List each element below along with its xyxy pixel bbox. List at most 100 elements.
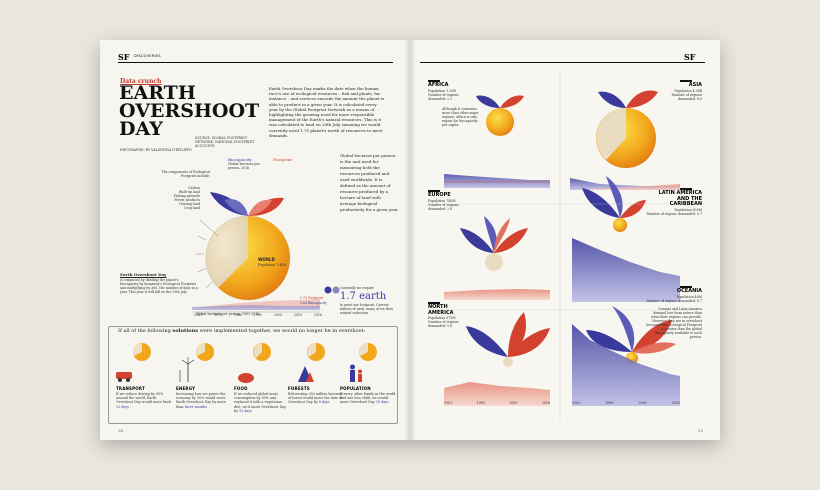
solution-title: TRANSPORT (116, 386, 145, 391)
year-tick: 2000 (509, 401, 518, 405)
region-north-america: NORTH AMERICA Population 579M Number of … (428, 304, 548, 328)
solution-title: POPULATION (340, 386, 371, 391)
year-tick: 1961 (444, 401, 453, 405)
solutions-heading-post: were implemented together, we would no l… (199, 328, 366, 334)
region-name: NORTH AMERICA (428, 304, 454, 316)
north-america-graphic (444, 312, 550, 406)
africa-graphic (444, 95, 550, 188)
asia-graphic (570, 90, 680, 190)
region-bar (680, 286, 692, 288)
axis-oceania: 1961 1980 2000 2016 (572, 401, 680, 405)
regions-graphics (430, 70, 700, 420)
header-rule-right (420, 62, 705, 63)
region-bar (428, 190, 440, 192)
solutions-icons (116, 343, 377, 383)
solution-food: FOOD If we reduced global meat consumpti… (234, 386, 290, 413)
oceania-graphic (572, 306, 680, 406)
leaf-red-2 (248, 199, 272, 216)
solution-text: If every other family in the world had o… (340, 392, 396, 405)
region-africa: AFRICA Population 1.20B Number of region… (428, 82, 548, 127)
solution-text: If we reduced global meat consumption by… (234, 392, 287, 413)
earth-icon (324, 286, 340, 294)
biocapacity-value: 1.63 Biocapacity (300, 301, 327, 305)
timeline-chart (192, 299, 320, 313)
legend-biocapacity-sub: Global hectares per person, 2016 (228, 162, 260, 170)
year-tick: 2016 (313, 313, 322, 317)
region-bar (680, 188, 692, 190)
need-suffix: to meet our footprint. Current inflows o… (340, 303, 394, 315)
solution-text: Reforesting 350 million hectares of fore… (288, 392, 343, 405)
population-icon (350, 343, 377, 382)
energy-icon (179, 343, 214, 382)
title-line-3: DAY (119, 118, 163, 140)
region-name: EUROPE (428, 192, 451, 198)
legend-item-fishing: Fishing grounds (173, 194, 200, 198)
leaf-blue-2 (224, 198, 248, 216)
kicker: Data crunch (120, 78, 162, 85)
solution-forests: FORESTS Reforesting 350 million hectares… (288, 386, 344, 405)
credit: INFOGRAPHIC BY VALENTINA D'EFILIPPO (120, 148, 192, 152)
magazine-logo-right: SF (684, 52, 696, 62)
intro-text: Earth Overshoot Day marks the date when … (269, 86, 385, 138)
world-fruit-graphic (196, 192, 291, 301)
solution-text: If we reduce driving by 50% around the w… (116, 392, 171, 409)
region-bar (680, 80, 692, 82)
eod-text: is computed by dividing the planet's bio… (120, 278, 198, 294)
region-population: Population 630M (674, 207, 702, 212)
right-page: SF (410, 40, 720, 440)
region-name: ASIA (688, 82, 702, 88)
region-note: Although it consumes more than other maj… (442, 106, 479, 127)
region-population: Population 740M (428, 198, 456, 203)
solution-title: FORESTS (288, 386, 310, 391)
page-title: EARTH OVERSHOOT DAY (119, 84, 269, 140)
timeline-axis: 1961 1970 1980 1990 2000 2010 2016 (194, 313, 322, 317)
region-oceania: OCEANIA Population 40M Number of regions… (646, 288, 702, 339)
year-tick: 1970 (213, 313, 223, 317)
world-population: Population 7.46B (258, 263, 286, 267)
region-bar (428, 302, 440, 304)
magazine-spread: SF DISCOVERIES Data crunch EARTH OVERSHO… (100, 40, 720, 440)
biocapacity-wedge (205, 215, 248, 288)
section-label: DISCOVERIES (134, 54, 161, 58)
year-tick: 2016 (541, 401, 550, 405)
solutions-heading: If all of the following solutions were i… (118, 328, 365, 334)
region-name: OCEANIA (676, 288, 702, 294)
region-latam: LATIN AMERICA AND THE CARIBBEAN Populati… (646, 190, 702, 215)
solutions-heading-bold: solutions (172, 328, 199, 334)
region-demand: Number of regions demanded: 1.6 (428, 320, 459, 328)
world-label: WORLD (258, 257, 275, 262)
region-demand: Number of regions demanded: 0.7 (646, 298, 702, 303)
forest-icon (298, 343, 325, 382)
region-name: LATIN AMERICA AND THE CARIBBEAN (658, 190, 702, 207)
europe-graphic (444, 216, 550, 300)
need-value: 1.7 earth (340, 291, 387, 302)
page-number-right: 25 (698, 428, 704, 433)
region-asia: ASIA Population 4.38B Number of regions … (582, 82, 702, 101)
region-demand: Number of regions demanded: 2.8 (428, 202, 459, 211)
region-population: Population 4.38B (674, 88, 702, 93)
solutions-box (108, 326, 398, 424)
region-note: Oceania and Latin America demand less fr… (646, 306, 702, 339)
region-demand: Number of regions demanded: 8.6 (671, 92, 702, 101)
year-tick: 2000 (638, 401, 647, 405)
region-bar (428, 80, 440, 82)
year-tick: 1980 (233, 313, 243, 317)
year-tick: 1961 (194, 313, 203, 317)
legend-item-crop: Crop land (184, 206, 200, 210)
timeline-label: Global hectares per person, 1961-2016 (196, 312, 260, 316)
magazine-logo: SF (118, 52, 130, 62)
food-icon (238, 343, 271, 383)
eod-heading: Earth Overshoot Day (120, 272, 167, 277)
region-population: Population 579M (428, 316, 456, 320)
year-tick: 1990 (253, 313, 263, 317)
axis-north-america: 1961 1980 2000 2016 (444, 401, 550, 405)
region-europe: EUROPE Population 740M Number of regions… (428, 192, 548, 211)
left-page: SF DISCOVERIES Data crunch EARTH OVERSHO… (100, 40, 410, 440)
solutions-heading-pre: If all of the following (118, 328, 171, 334)
page-number-left: 24 (118, 428, 124, 433)
solution-population: POPULATION If every other family in the … (340, 386, 396, 405)
legend-item-forest: Forest products (174, 198, 200, 202)
gha-text: Global hectares per person is the unit u… (340, 153, 398, 212)
year-tick: 2016 (671, 401, 680, 405)
transport-icon (116, 343, 151, 382)
